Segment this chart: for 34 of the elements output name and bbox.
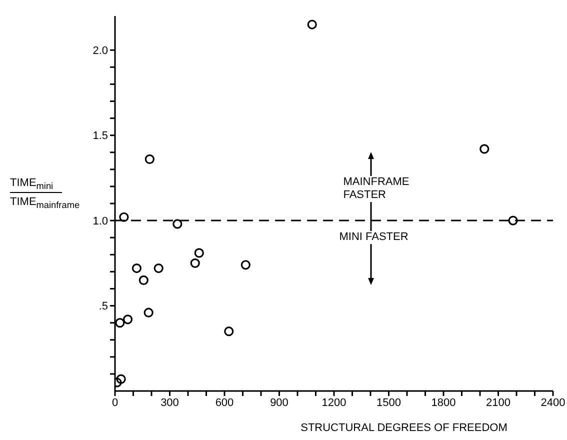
x-tick-label: 900 bbox=[270, 396, 288, 409]
point bbox=[119, 212, 129, 222]
point bbox=[144, 154, 154, 164]
point bbox=[116, 374, 126, 384]
x-tick-label: 1500 bbox=[376, 396, 401, 409]
annotation: MINI FASTER bbox=[337, 230, 410, 244]
point bbox=[480, 144, 490, 154]
point bbox=[115, 318, 125, 328]
point bbox=[154, 263, 164, 274]
y-axis-title: TIME$_{mini}$ TIME$_{mainframe}$ bbox=[10, 176, 81, 212]
point bbox=[144, 308, 154, 318]
point bbox=[132, 263, 142, 274]
point bbox=[224, 326, 234, 336]
x-tick-label: 600 bbox=[215, 396, 234, 409]
x-tick-label: 2400 bbox=[540, 396, 566, 409]
y-tick-label: 1.5 bbox=[92, 130, 108, 142]
x-axis-title: STRUCTURAL DEGREES OF FREEDOM bbox=[300, 422, 508, 434]
point bbox=[138, 275, 148, 286]
y-tick-label: 1.0 bbox=[92, 215, 108, 228]
point bbox=[194, 248, 204, 258]
annotation: MAINFRAME FASTER bbox=[343, 176, 414, 202]
y-tick-label: 2.0 bbox=[92, 44, 108, 57]
point bbox=[508, 216, 518, 226]
point bbox=[240, 260, 250, 270]
x-tick-label: 300 bbox=[160, 396, 179, 409]
point bbox=[122, 314, 133, 324]
point bbox=[307, 20, 317, 30]
x-tick-label: 2100 bbox=[486, 396, 510, 409]
point bbox=[172, 219, 182, 229]
x-tick-label: 0 bbox=[112, 396, 118, 409]
y-tick-label: .5 bbox=[98, 300, 108, 313]
point bbox=[190, 258, 200, 268]
x-tick-label: 1800 bbox=[431, 396, 456, 409]
x-tick-label: 1200 bbox=[322, 396, 346, 409]
